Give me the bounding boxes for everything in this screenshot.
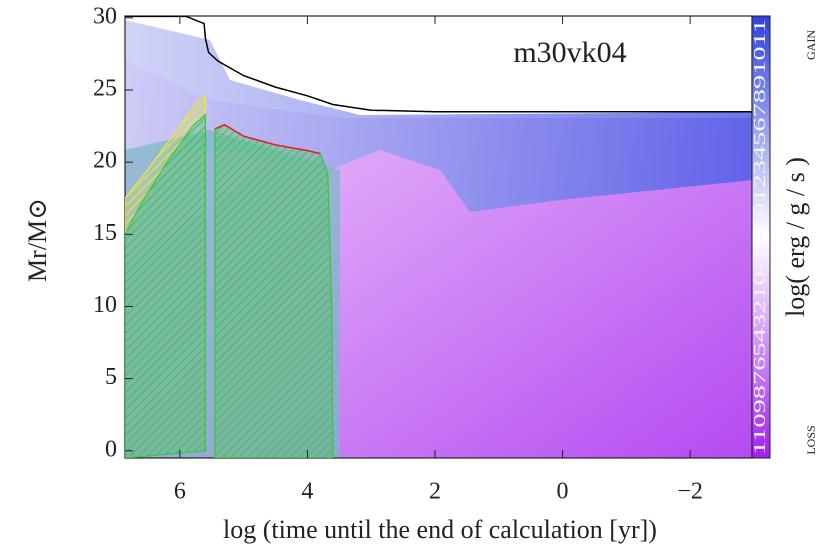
x-tick-label: 4 bbox=[301, 479, 313, 505]
y-tick-label: 5 bbox=[105, 364, 117, 390]
x-axis-label: log (time until the end of calculation [… bbox=[223, 515, 657, 544]
y-tick-label: 30 bbox=[93, 3, 117, 29]
burning-band bbox=[125, 20, 752, 212]
x-tick-label: 2 bbox=[429, 479, 441, 505]
y-tick-label: 25 bbox=[93, 76, 117, 102]
colorbar-label: log( erg / g / s ) bbox=[781, 157, 810, 317]
y-tick-label: 15 bbox=[93, 220, 117, 246]
convective-region bbox=[125, 113, 206, 458]
y-axis-label: Mr/M⊙ bbox=[23, 198, 52, 282]
colorbar-ticks: 1109876543210-1.-101234567891011 bbox=[750, 19, 769, 455]
x-tick-label: 6 bbox=[174, 479, 186, 505]
colorbar bbox=[751, 15, 771, 459]
y-tick-label: 20 bbox=[93, 148, 117, 174]
x-tick-label: 0 bbox=[557, 479, 569, 505]
chart-title: m30vk04 bbox=[513, 36, 626, 69]
y-tick-label: 10 bbox=[93, 292, 117, 318]
colorbar-top-label: GAIN bbox=[804, 30, 818, 60]
convective-region bbox=[214, 124, 334, 458]
boundary-line bbox=[125, 16, 752, 113]
y-tick-label: 0 bbox=[105, 436, 117, 462]
colorbar-bottom-label: LOSS bbox=[804, 425, 818, 454]
x-tick-label: −2 bbox=[677, 479, 703, 505]
boundary-line bbox=[214, 123, 321, 155]
envelope-region bbox=[125, 16, 752, 118]
